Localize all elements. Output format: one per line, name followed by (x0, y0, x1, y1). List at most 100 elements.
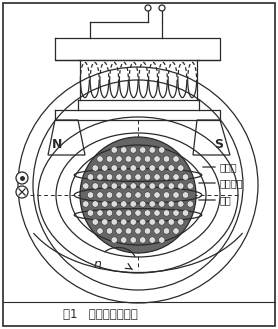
Circle shape (125, 174, 132, 180)
Circle shape (158, 165, 165, 171)
Circle shape (168, 201, 175, 207)
Circle shape (87, 174, 94, 180)
Circle shape (135, 228, 141, 234)
Circle shape (182, 174, 189, 180)
Circle shape (182, 192, 189, 198)
Circle shape (140, 183, 146, 189)
Circle shape (121, 219, 127, 225)
Circle shape (97, 228, 103, 234)
Circle shape (178, 165, 184, 171)
Circle shape (158, 201, 165, 207)
Circle shape (83, 201, 89, 207)
Circle shape (106, 174, 113, 180)
Circle shape (144, 192, 151, 198)
Text: N: N (52, 139, 62, 151)
Circle shape (144, 228, 151, 234)
Circle shape (163, 156, 170, 162)
Text: n: n (94, 259, 102, 271)
Circle shape (158, 219, 165, 225)
Circle shape (130, 165, 136, 171)
Circle shape (140, 237, 146, 243)
Circle shape (87, 210, 94, 216)
Circle shape (111, 183, 117, 189)
Circle shape (135, 192, 141, 198)
Circle shape (178, 219, 184, 225)
Circle shape (154, 228, 160, 234)
Circle shape (97, 210, 103, 216)
Circle shape (135, 156, 141, 162)
Circle shape (83, 183, 89, 189)
Circle shape (125, 156, 132, 162)
Circle shape (97, 192, 103, 198)
Circle shape (106, 228, 113, 234)
Circle shape (173, 156, 179, 162)
Circle shape (116, 174, 122, 180)
Circle shape (121, 201, 127, 207)
Circle shape (159, 5, 165, 11)
Text: S: S (215, 139, 224, 151)
Circle shape (149, 219, 155, 225)
Circle shape (158, 237, 165, 243)
Circle shape (111, 237, 117, 243)
Text: 磁力线: 磁力线 (220, 162, 238, 172)
Circle shape (116, 210, 122, 216)
Circle shape (158, 147, 165, 153)
Circle shape (154, 192, 160, 198)
Text: 磁性磨粒: 磁性磨粒 (220, 178, 244, 188)
Circle shape (106, 210, 113, 216)
Circle shape (130, 237, 136, 243)
Circle shape (140, 201, 146, 207)
Circle shape (101, 219, 108, 225)
Circle shape (173, 192, 179, 198)
Circle shape (16, 186, 28, 198)
Circle shape (173, 210, 179, 216)
Circle shape (144, 210, 151, 216)
Circle shape (149, 165, 155, 171)
Text: 工件: 工件 (220, 195, 232, 205)
Circle shape (154, 210, 160, 216)
Circle shape (121, 165, 127, 171)
Circle shape (92, 183, 98, 189)
Circle shape (125, 210, 132, 216)
Circle shape (178, 183, 184, 189)
Circle shape (182, 210, 189, 216)
Circle shape (111, 165, 117, 171)
Circle shape (121, 237, 127, 243)
Circle shape (149, 201, 155, 207)
Text: 图1   磁力研磨示意图: 图1 磁力研磨示意图 (63, 309, 137, 321)
Polygon shape (48, 120, 85, 155)
Circle shape (173, 228, 179, 234)
Circle shape (97, 156, 103, 162)
Circle shape (92, 165, 98, 171)
Circle shape (163, 192, 170, 198)
Circle shape (178, 201, 184, 207)
Circle shape (168, 183, 175, 189)
Circle shape (163, 174, 170, 180)
Circle shape (111, 201, 117, 207)
Circle shape (144, 156, 151, 162)
Circle shape (125, 192, 132, 198)
Circle shape (135, 210, 141, 216)
Circle shape (116, 228, 122, 234)
Circle shape (130, 201, 136, 207)
Circle shape (154, 174, 160, 180)
Circle shape (140, 219, 146, 225)
Circle shape (144, 174, 151, 180)
Circle shape (116, 156, 122, 162)
Circle shape (149, 237, 155, 243)
Circle shape (125, 228, 132, 234)
Circle shape (158, 183, 165, 189)
Circle shape (116, 192, 122, 198)
Circle shape (140, 165, 146, 171)
Circle shape (106, 192, 113, 198)
Circle shape (187, 183, 193, 189)
Circle shape (101, 183, 108, 189)
Circle shape (130, 183, 136, 189)
Circle shape (92, 219, 98, 225)
Circle shape (163, 210, 170, 216)
Circle shape (168, 219, 175, 225)
Circle shape (80, 137, 196, 253)
Circle shape (121, 147, 127, 153)
Circle shape (92, 201, 98, 207)
Circle shape (101, 165, 108, 171)
